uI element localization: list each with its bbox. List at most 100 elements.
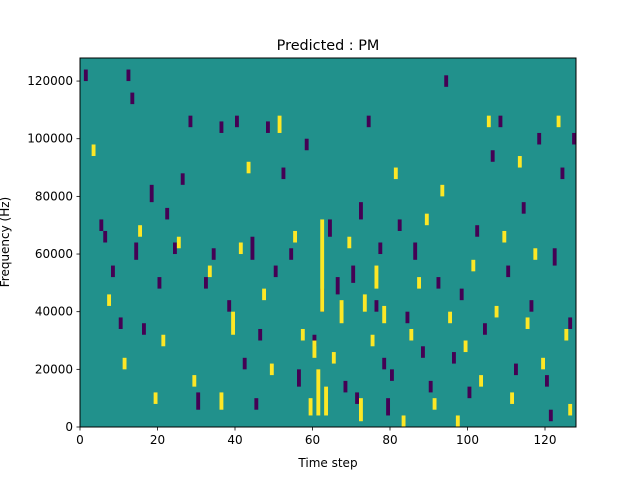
heatmap-cell-high [564,328,569,341]
heatmap-cell-low [490,150,495,162]
heatmap-cell-low [405,311,410,324]
heatmap-cell-high [471,259,476,272]
heatmap-cell-high [486,115,491,128]
heatmap-cell-low [281,167,286,180]
heatmap-cell-high [479,375,484,387]
heatmap-cell-low [359,202,363,220]
heatmap-cell-low [99,219,104,231]
heatmap-cell-low [188,115,193,128]
heatmap-cell-low [436,277,441,289]
heatmap-cell-low [180,173,185,185]
heatmap-cell-high [269,363,274,376]
heatmap-cell-low [142,323,146,335]
heatmap-cell-low [83,69,88,82]
heatmap-cell-low [382,357,387,370]
y-tick-label: 0 [65,420,73,434]
heatmap-cell-low [258,328,263,341]
heatmap-cell-low [149,184,154,203]
heatmap-cell-low [397,219,402,231]
x-tick-label: 80 [382,433,397,447]
heatmap-cell-high [455,415,460,427]
heatmap-cell-low [157,277,162,289]
x-tick-label: 60 [305,433,320,447]
heatmap-cell-high [424,213,429,226]
heatmap-cell-high [401,415,406,427]
heatmap-cell-low [103,230,108,243]
heatmap-cell-high [312,340,317,358]
heatmap-cell-high [432,398,437,410]
heatmap-cell-low [273,265,278,278]
heatmap-cell-low [514,363,518,376]
x-axis: 0 20 40 60 80 100 120 [76,427,556,447]
heatmap-cell-high [262,288,267,301]
heatmap-cell-high [192,375,197,387]
x-tick-label: 20 [150,433,165,447]
heatmap-cell-high [533,248,538,260]
heatmap-cell-low [378,242,383,255]
heatmap-cell-low [173,242,177,255]
y-tick-label: 100000 [27,132,73,146]
heatmap-cell-high [502,230,507,243]
heatmap-cell-low [548,409,553,422]
heatmap-cell-low [355,392,360,404]
heatmap-cell-high [138,225,143,237]
heatmap-cell-high [316,369,321,416]
heatmap-cell-high [91,144,96,157]
heatmap-cell-high [161,334,166,347]
heatmap-cell-low [452,352,456,364]
heatmap-cell-high [362,294,367,312]
heatmap-cell-low [254,398,259,410]
heatmap-cell-low [568,317,573,329]
heatmap-cell-high [176,236,181,249]
heatmap-background [80,58,576,427]
heatmap-cell-low [421,346,425,358]
heatmap-cell-high [122,357,127,370]
x-tick-label: 100 [456,433,479,447]
heatmap-cell-low [351,265,356,283]
heatmap-cell-low [211,248,216,260]
y-tick-label: 120000 [27,74,73,88]
heatmap-cell-low [390,369,394,381]
chart-title: Predicted : PM [277,38,380,54]
heatmap-cell-low [467,386,472,399]
plot-area [79,57,577,428]
heatmap-cell-high [246,161,251,174]
heatmap-cell-high [207,265,212,278]
heatmap-cell-low [560,167,565,180]
heatmap-cells [83,69,577,427]
heatmap-cell-high [374,265,379,289]
heatmap-cell-high [238,242,243,255]
heatmap-cell-low [374,300,379,312]
heatmap-cell-low [537,132,542,145]
heatmap-cell-high [541,357,546,370]
heatmap-cell-high [153,392,158,404]
heatmap-cell-high [339,300,344,324]
heatmap-cell-low [126,69,131,82]
y-tick-label: 60000 [35,247,73,261]
heatmap-cell-high [347,236,352,249]
heatmap-cell-low [266,121,270,133]
heatmap-cell-low [134,242,139,260]
heatmap-cell-high [277,115,282,133]
y-axis-label: Frequency (Hz) [0,197,12,288]
heatmap-cell-low [459,288,464,301]
heatmap-cell-low [498,115,503,128]
heatmap-cell-high [320,219,325,312]
heatmap-cell-low [572,132,577,145]
heatmap-cell-low [111,265,115,278]
x-tick-label: 40 [227,433,242,447]
heatmap-cell-high [440,184,445,197]
heatmap-cell-high [293,230,298,243]
heatmap-cell-high [568,403,573,416]
y-tick-label: 40000 [35,305,73,319]
heatmap-cell-low [343,380,348,393]
heatmap-cell-low [475,225,480,237]
x-axis-label: Time step [297,456,357,470]
y-tick-label: 20000 [35,362,73,376]
heatmap-cell-high [463,340,468,353]
plot-frame [79,57,577,428]
heatmap-cell-low [219,121,224,133]
heatmap-cell-low [328,219,332,237]
heatmap-cell-low [506,265,511,278]
